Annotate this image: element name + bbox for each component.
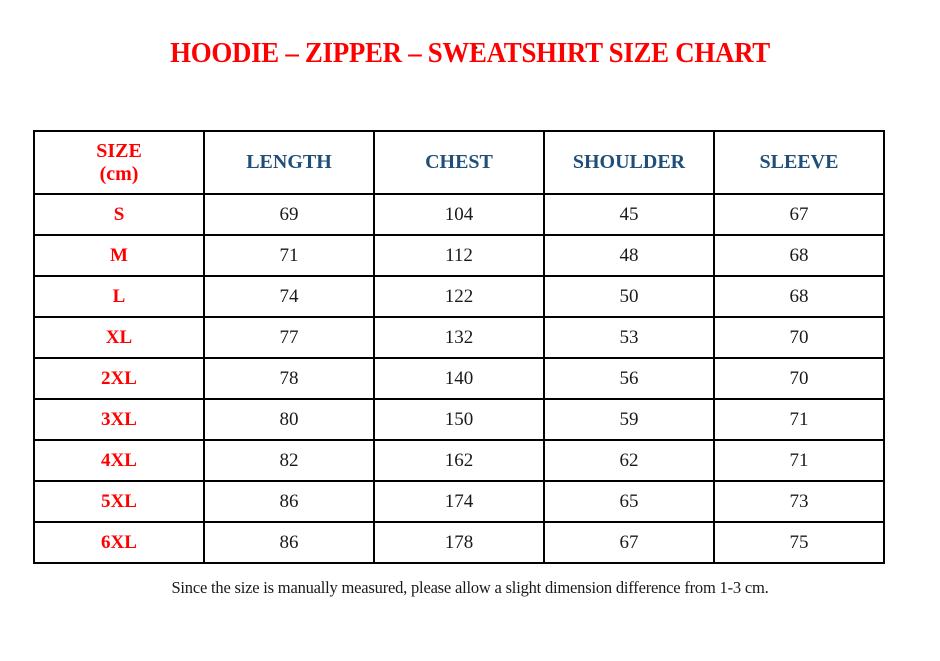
chest-value: 112 — [373, 234, 545, 277]
table-row: 6XL 86 178 67 75 — [33, 521, 885, 564]
sleeve-value: 67 — [713, 193, 885, 236]
shoulder-value: 56 — [543, 357, 715, 400]
column-header-sleeve: SLEEVE — [713, 130, 885, 195]
size-label: M — [33, 234, 205, 277]
sleeve-value: 73 — [713, 480, 885, 523]
shoulder-value: 45 — [543, 193, 715, 236]
table-row: L 74 122 50 68 — [33, 275, 885, 318]
table-row: 2XL 78 140 56 70 — [33, 357, 885, 400]
sleeve-value: 70 — [713, 357, 885, 400]
sleeve-value: 75 — [713, 521, 885, 564]
table-row: 3XL 80 150 59 71 — [33, 398, 885, 441]
size-label: XL — [33, 316, 205, 359]
column-header-size-line2: (cm) — [99, 162, 139, 185]
size-label: 2XL — [33, 357, 205, 400]
chest-value: 162 — [373, 439, 545, 482]
chest-value: 132 — [373, 316, 545, 359]
shoulder-value: 62 — [543, 439, 715, 482]
length-value: 86 — [203, 480, 375, 523]
chest-value: 122 — [373, 275, 545, 318]
shoulder-value: 65 — [543, 480, 715, 523]
column-header-shoulder: SHOULDER — [543, 130, 715, 195]
sleeve-value: 71 — [713, 439, 885, 482]
length-value: 86 — [203, 521, 375, 564]
size-label: L — [33, 275, 205, 318]
chest-value: 150 — [373, 398, 545, 441]
length-value: 78 — [203, 357, 375, 400]
table-row: S 69 104 45 67 — [33, 193, 885, 236]
chest-value: 178 — [373, 521, 545, 564]
shoulder-value: 67 — [543, 521, 715, 564]
size-label: 3XL — [33, 398, 205, 441]
size-label: 5XL — [33, 480, 205, 523]
sleeve-value: 70 — [713, 316, 885, 359]
table-row: M 71 112 48 68 — [33, 234, 885, 277]
column-header-length: LENGTH — [203, 130, 375, 195]
shoulder-value: 59 — [543, 398, 715, 441]
shoulder-value: 48 — [543, 234, 715, 277]
stray-dot: . — [474, 36, 478, 53]
chest-value: 174 — [373, 480, 545, 523]
chest-value: 104 — [373, 193, 545, 236]
table-header-row: SIZE (cm) LENGTH CHEST SHOULDER SLEEVE — [33, 130, 885, 195]
footer-note: Since the size is manually measured, ple… — [171, 578, 769, 597]
size-label: S — [33, 193, 205, 236]
length-value: 69 — [203, 193, 375, 236]
sleeve-value: 68 — [713, 234, 885, 277]
length-value: 74 — [203, 275, 375, 318]
size-label: 4XL — [33, 439, 205, 482]
sleeve-value: 71 — [713, 398, 885, 441]
length-value: 71 — [203, 234, 375, 277]
shoulder-value: 53 — [543, 316, 715, 359]
sleeve-value: 68 — [713, 275, 885, 318]
table-row: 4XL 82 162 62 71 — [33, 439, 885, 482]
length-value: 82 — [203, 439, 375, 482]
table-row: 5XL 86 174 65 73 — [33, 480, 885, 523]
length-value: 80 — [203, 398, 375, 441]
table-row: XL 77 132 53 70 — [33, 316, 885, 359]
shoulder-value: 50 — [543, 275, 715, 318]
page-title: HOODIE – ZIPPER – SWEATSHIRT SIZE CHART — [170, 38, 770, 69]
length-value: 77 — [203, 316, 375, 359]
column-header-size: SIZE (cm) — [33, 130, 205, 195]
size-label: 6XL — [33, 521, 205, 564]
column-header-size-line1: SIZE — [96, 139, 142, 162]
column-header-chest: CHEST — [373, 130, 545, 195]
chest-value: 140 — [373, 357, 545, 400]
size-chart-table: SIZE (cm) LENGTH CHEST SHOULDER SLEEVE S… — [33, 130, 885, 564]
